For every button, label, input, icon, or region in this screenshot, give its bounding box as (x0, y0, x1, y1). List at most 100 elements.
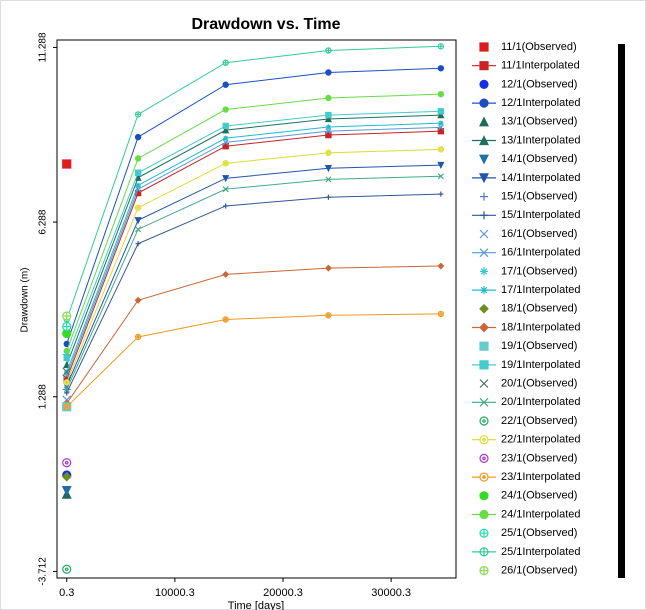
legend-label: 19/1(Observed) (501, 340, 577, 352)
data-point (222, 175, 230, 183)
data-point (134, 173, 142, 181)
data-point (63, 379, 70, 386)
data-point (223, 135, 229, 141)
legend-marker (480, 192, 488, 201)
data-point (438, 120, 444, 126)
y-tick-label: 11.288 (38, 32, 49, 62)
legend-label: 18/1(Observed) (501, 303, 577, 315)
data-point (134, 169, 142, 176)
data-point (437, 173, 444, 180)
data-point (135, 182, 141, 188)
data-point (62, 458, 72, 468)
data-point (325, 124, 332, 130)
data-point (62, 159, 72, 169)
legend-label: 11/1(Observed) (501, 41, 577, 53)
legend-label: 15/1Interpolated (501, 209, 581, 221)
data-point (325, 69, 332, 76)
legend-label: 20/1(Observed) (501, 378, 577, 390)
legend-label: 22/1(Observed) (501, 415, 577, 427)
data-point (222, 270, 230, 278)
data-point (222, 139, 229, 146)
legend-marker (479, 360, 489, 370)
legend-marker (479, 547, 489, 557)
legend-label: 17/1Interpolated (501, 284, 581, 296)
legend-marker (480, 267, 488, 276)
data-point (61, 486, 72, 497)
y-axis-title: Drawdown (m) (20, 267, 31, 332)
legend-label: 17/1(Observed) (501, 265, 577, 277)
legend-label: 14/1(Observed) (501, 153, 577, 165)
legend-label: 18/1Interpolated (501, 321, 581, 333)
data-point (437, 262, 445, 270)
y-tick-label: 1.288 (38, 384, 49, 409)
data-point (134, 155, 142, 162)
data-point (325, 94, 332, 102)
data-point (437, 108, 445, 115)
data-point (63, 354, 70, 362)
legend-label: 23/1(Observed) (501, 452, 577, 464)
legend-label: 25/1Interpolated (501, 546, 581, 558)
legend-marker (479, 322, 489, 333)
data-point (134, 296, 142, 304)
legend-label: 14/1Interpolated (501, 172, 581, 184)
legend-label: 22/1Interpolated (501, 434, 581, 446)
legend-label: 16/1(Observed) (501, 228, 577, 240)
data-point (437, 161, 445, 170)
legend-scrollbar[interactable] (618, 44, 625, 578)
data-point (325, 312, 332, 319)
data-point (62, 350, 71, 359)
legend-marker (479, 98, 489, 108)
data-point (437, 65, 445, 72)
data-point (324, 264, 332, 272)
y-tick-label: -3.712 (38, 557, 49, 586)
data-point (325, 47, 332, 54)
legend-label: 20/1Interpolated (501, 396, 581, 408)
legend-label: 15/1(Observed) (501, 191, 577, 203)
legend-marker (479, 61, 489, 71)
legend-marker (479, 116, 489, 127)
legend-label: 24/1(Observed) (501, 490, 577, 502)
legend-marker (479, 528, 489, 538)
data-point (325, 111, 332, 119)
legend-label: 11/1Interpolated (501, 60, 580, 72)
legend-marker (479, 42, 489, 52)
legend-marker (479, 566, 489, 576)
data-point (222, 106, 229, 113)
data-point (437, 111, 445, 119)
legend-marker (479, 173, 489, 184)
data-point (222, 122, 229, 130)
data-point (134, 204, 142, 211)
data-point (325, 194, 332, 200)
data-point (134, 217, 142, 225)
data-point (222, 81, 229, 88)
data-point (62, 311, 72, 321)
legend-label: 26/1(Observed) (501, 565, 577, 577)
data-point (63, 403, 70, 410)
data-point (134, 111, 142, 118)
data-point (437, 310, 445, 318)
legend-marker (479, 79, 489, 89)
legend-label: 13/1(Observed) (501, 116, 577, 128)
data-point (222, 59, 229, 66)
data-point (437, 91, 445, 98)
legend-label: 25/1(Observed) (501, 527, 577, 539)
legend-marker (479, 341, 489, 351)
data-point (324, 165, 332, 173)
series-line (66, 148, 441, 383)
data-point (325, 176, 332, 183)
data-point (222, 316, 229, 323)
x-axis-title: Time [days] (228, 600, 284, 610)
legend-label: 19/1Interpolated (501, 359, 581, 371)
data-point (437, 124, 444, 131)
legend-marker (479, 379, 489, 389)
data-point (222, 186, 229, 193)
data-point (437, 43, 445, 50)
legend-label: 16/1Interpolated (501, 247, 581, 259)
legend-marker (479, 303, 489, 314)
y-tick-label: 6.288 (38, 209, 49, 234)
legend-marker (479, 229, 489, 239)
data-point (61, 471, 72, 482)
legend-marker (479, 509, 489, 520)
data-point (64, 390, 70, 396)
